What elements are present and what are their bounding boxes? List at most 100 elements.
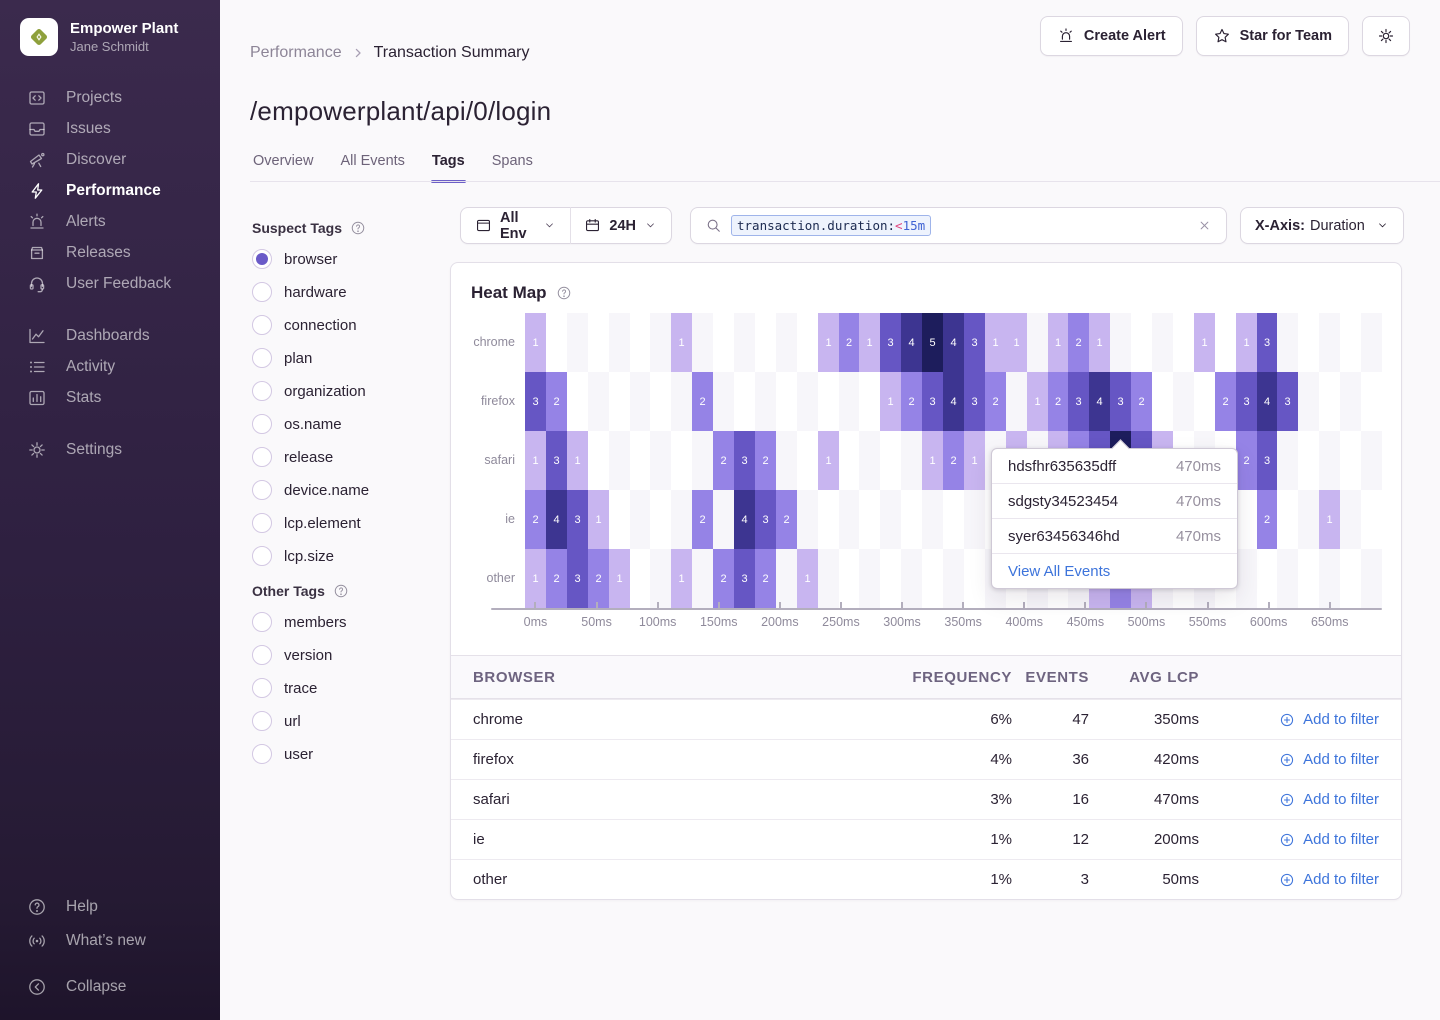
tooltip-event-row[interactable]: hdsfhr635635dff 470ms bbox=[992, 449, 1237, 484]
sidebar-item-activity[interactable]: Activity bbox=[0, 351, 220, 382]
heatmap-cell-ie-10[interactable]: 4 bbox=[734, 490, 755, 549]
heatmap-cell-ie-35[interactable]: 2 bbox=[1257, 490, 1277, 549]
heatmap-cell-firefox-18[interactable]: 2 bbox=[901, 372, 922, 431]
heatmap-cell-other-7[interactable]: 1 bbox=[671, 549, 692, 608]
add-to-filter-button-chrome[interactable]: Add to filter bbox=[1279, 711, 1379, 728]
heatmap-cell-chrome-21[interactable]: 3 bbox=[964, 313, 985, 372]
heatmap-cell-chrome-25[interactable]: 1 bbox=[1048, 313, 1068, 372]
tag-option-browser[interactable]: browser bbox=[252, 249, 437, 269]
radio-version[interactable] bbox=[252, 645, 272, 665]
heatmap-cell-firefox-27[interactable]: 4 bbox=[1089, 372, 1110, 431]
tag-option-release[interactable]: release bbox=[252, 447, 437, 467]
heatmap-cell-chrome-19[interactable]: 5 bbox=[922, 313, 943, 372]
heatmap-cell-safari-35[interactable]: 3 bbox=[1257, 431, 1277, 490]
radio-connection[interactable] bbox=[252, 315, 272, 335]
help-circle-icon[interactable] bbox=[556, 285, 572, 301]
tooltip-event-row[interactable]: syer63456346hd 470ms bbox=[992, 519, 1237, 554]
tag-option-lcp-size[interactable]: lcp.size bbox=[252, 546, 437, 566]
add-to-filter-button-other[interactable]: Add to filter bbox=[1279, 871, 1379, 888]
tag-option-os-name[interactable]: os.name bbox=[252, 414, 437, 434]
heatmap-cell-firefox-21[interactable]: 3 bbox=[964, 372, 985, 431]
heatmap-cell-chrome-26[interactable]: 2 bbox=[1068, 313, 1089, 372]
heatmap-cell-firefox-8[interactable]: 2 bbox=[692, 372, 713, 431]
heatmap-cell-firefox-34[interactable]: 3 bbox=[1236, 372, 1257, 431]
heatmap-cell-chrome-15[interactable]: 2 bbox=[839, 313, 859, 372]
heatmap-cell-firefox-22[interactable]: 2 bbox=[985, 372, 1006, 431]
sidebar-item-issues[interactable]: Issues bbox=[0, 113, 220, 144]
search-token[interactable]: transaction.duration: <15m bbox=[731, 215, 932, 236]
heatmap-cell-safari-34[interactable]: 2 bbox=[1236, 431, 1257, 490]
radio-hardware[interactable] bbox=[252, 282, 272, 302]
heatmap-cell-other-3[interactable]: 2 bbox=[588, 549, 609, 608]
radio-trace[interactable] bbox=[252, 678, 272, 698]
heatmap-cell-safari-21[interactable]: 1 bbox=[964, 431, 985, 490]
heatmap-cell-chrome-35[interactable]: 3 bbox=[1257, 313, 1277, 372]
heatmap-cell-safari-11[interactable]: 2 bbox=[755, 431, 776, 490]
tag-option-lcp-element[interactable]: lcp.element bbox=[252, 513, 437, 533]
heatmap-cell-firefox-26[interactable]: 3 bbox=[1068, 372, 1089, 431]
heatmap-cell-chrome-18[interactable]: 4 bbox=[901, 313, 922, 372]
org-switcher[interactable]: Empower Plant Jane Schmidt bbox=[20, 18, 178, 56]
create-alert-button[interactable]: Create Alert bbox=[1039, 16, 1183, 56]
tag-option-members[interactable]: members bbox=[252, 612, 437, 632]
radio-device-name[interactable] bbox=[252, 480, 272, 500]
heatmap-cell-chrome-0[interactable]: 1 bbox=[525, 313, 546, 372]
heatmap-cell-firefox-19[interactable]: 3 bbox=[922, 372, 943, 431]
radio-plan[interactable] bbox=[252, 348, 272, 368]
heatmap-cell-safari-1[interactable]: 3 bbox=[546, 431, 567, 490]
sidebar-item-performance[interactable]: Performance bbox=[0, 175, 220, 206]
heatmap-cell-ie-8[interactable]: 2 bbox=[692, 490, 713, 549]
radio-release[interactable] bbox=[252, 447, 272, 467]
heatmap-cell-ie-38[interactable]: 1 bbox=[1319, 490, 1340, 549]
heatmap-cell-other-2[interactable]: 3 bbox=[567, 549, 588, 608]
heatmap-cell-firefox-17[interactable]: 1 bbox=[880, 372, 901, 431]
heatmap-cell-firefox-28[interactable]: 3 bbox=[1110, 372, 1131, 431]
radio-os-name[interactable] bbox=[252, 414, 272, 434]
heatmap-cell-ie-11[interactable]: 3 bbox=[755, 490, 776, 549]
heatmap-cell-chrome-17[interactable]: 3 bbox=[880, 313, 901, 372]
clear-search-icon[interactable] bbox=[1197, 218, 1212, 233]
add-to-filter-button-safari[interactable]: Add to filter bbox=[1279, 791, 1379, 808]
add-to-filter-button-firefox[interactable]: Add to filter bbox=[1279, 751, 1379, 768]
sidebar-item-settings[interactable]: Settings bbox=[0, 434, 220, 465]
radio-url[interactable] bbox=[252, 711, 272, 731]
heatmap-cell-safari-9[interactable]: 2 bbox=[713, 431, 734, 490]
help-circle-icon[interactable] bbox=[333, 583, 349, 599]
add-to-filter-button-ie[interactable]: Add to filter bbox=[1279, 831, 1379, 848]
heatmap-cell-firefox-29[interactable]: 2 bbox=[1131, 372, 1152, 431]
heatmap-cell-safari-14[interactable]: 1 bbox=[818, 431, 839, 490]
heatmap-cell-ie-3[interactable]: 1 bbox=[588, 490, 609, 549]
heatmap-cell-other-13[interactable]: 1 bbox=[797, 549, 818, 608]
tag-option-version[interactable]: version bbox=[252, 645, 437, 665]
tag-option-user[interactable]: user bbox=[252, 744, 437, 764]
heatmap-cell-firefox-24[interactable]: 1 bbox=[1027, 372, 1048, 431]
help-circle-icon[interactable] bbox=[350, 220, 366, 236]
sidebar-item-projects[interactable]: Projects bbox=[0, 82, 220, 113]
radio-user[interactable] bbox=[252, 744, 272, 764]
environment-picker[interactable]: All Env bbox=[461, 208, 570, 243]
sidebar-item-help[interactable]: Help bbox=[0, 890, 220, 924]
heatmap-cell-chrome-34[interactable]: 1 bbox=[1236, 313, 1257, 372]
heatmap-cell-safari-20[interactable]: 2 bbox=[943, 431, 964, 490]
heatmap-cell-chrome-23[interactable]: 1 bbox=[1006, 313, 1027, 372]
heatmap-cell-chrome-16[interactable]: 1 bbox=[859, 313, 880, 372]
heatmap-cell-firefox-35[interactable]: 4 bbox=[1257, 372, 1277, 431]
search-input[interactable]: transaction.duration: <15m bbox=[690, 207, 1227, 244]
sidebar-item-releases[interactable]: Releases bbox=[0, 237, 220, 268]
heatmap-cell-firefox-36[interactable]: 3 bbox=[1277, 372, 1298, 431]
tag-option-hardware[interactable]: hardware bbox=[252, 282, 437, 302]
heatmap-cell-ie-12[interactable]: 2 bbox=[776, 490, 797, 549]
radio-lcp-size[interactable] bbox=[252, 546, 272, 566]
tab-spans[interactable]: Spans bbox=[491, 153, 533, 169]
heatmap-cell-firefox-1[interactable]: 2 bbox=[546, 372, 567, 431]
heatmap-cell-chrome-14[interactable]: 1 bbox=[818, 313, 839, 372]
sidebar-item-dashboards[interactable]: Dashboards bbox=[0, 320, 220, 351]
breadcrumb-performance[interactable]: Performance bbox=[250, 44, 342, 61]
sidebar-item-stats[interactable]: Stats bbox=[0, 382, 220, 413]
heatmap-cell-other-4[interactable]: 1 bbox=[609, 549, 630, 608]
heatmap-cell-firefox-0[interactable]: 3 bbox=[525, 372, 546, 431]
heatmap-cell-chrome-20[interactable]: 4 bbox=[943, 313, 964, 372]
heatmap-cell-chrome-7[interactable]: 1 bbox=[671, 313, 692, 372]
heatmap-cell-ie-1[interactable]: 4 bbox=[546, 490, 567, 549]
